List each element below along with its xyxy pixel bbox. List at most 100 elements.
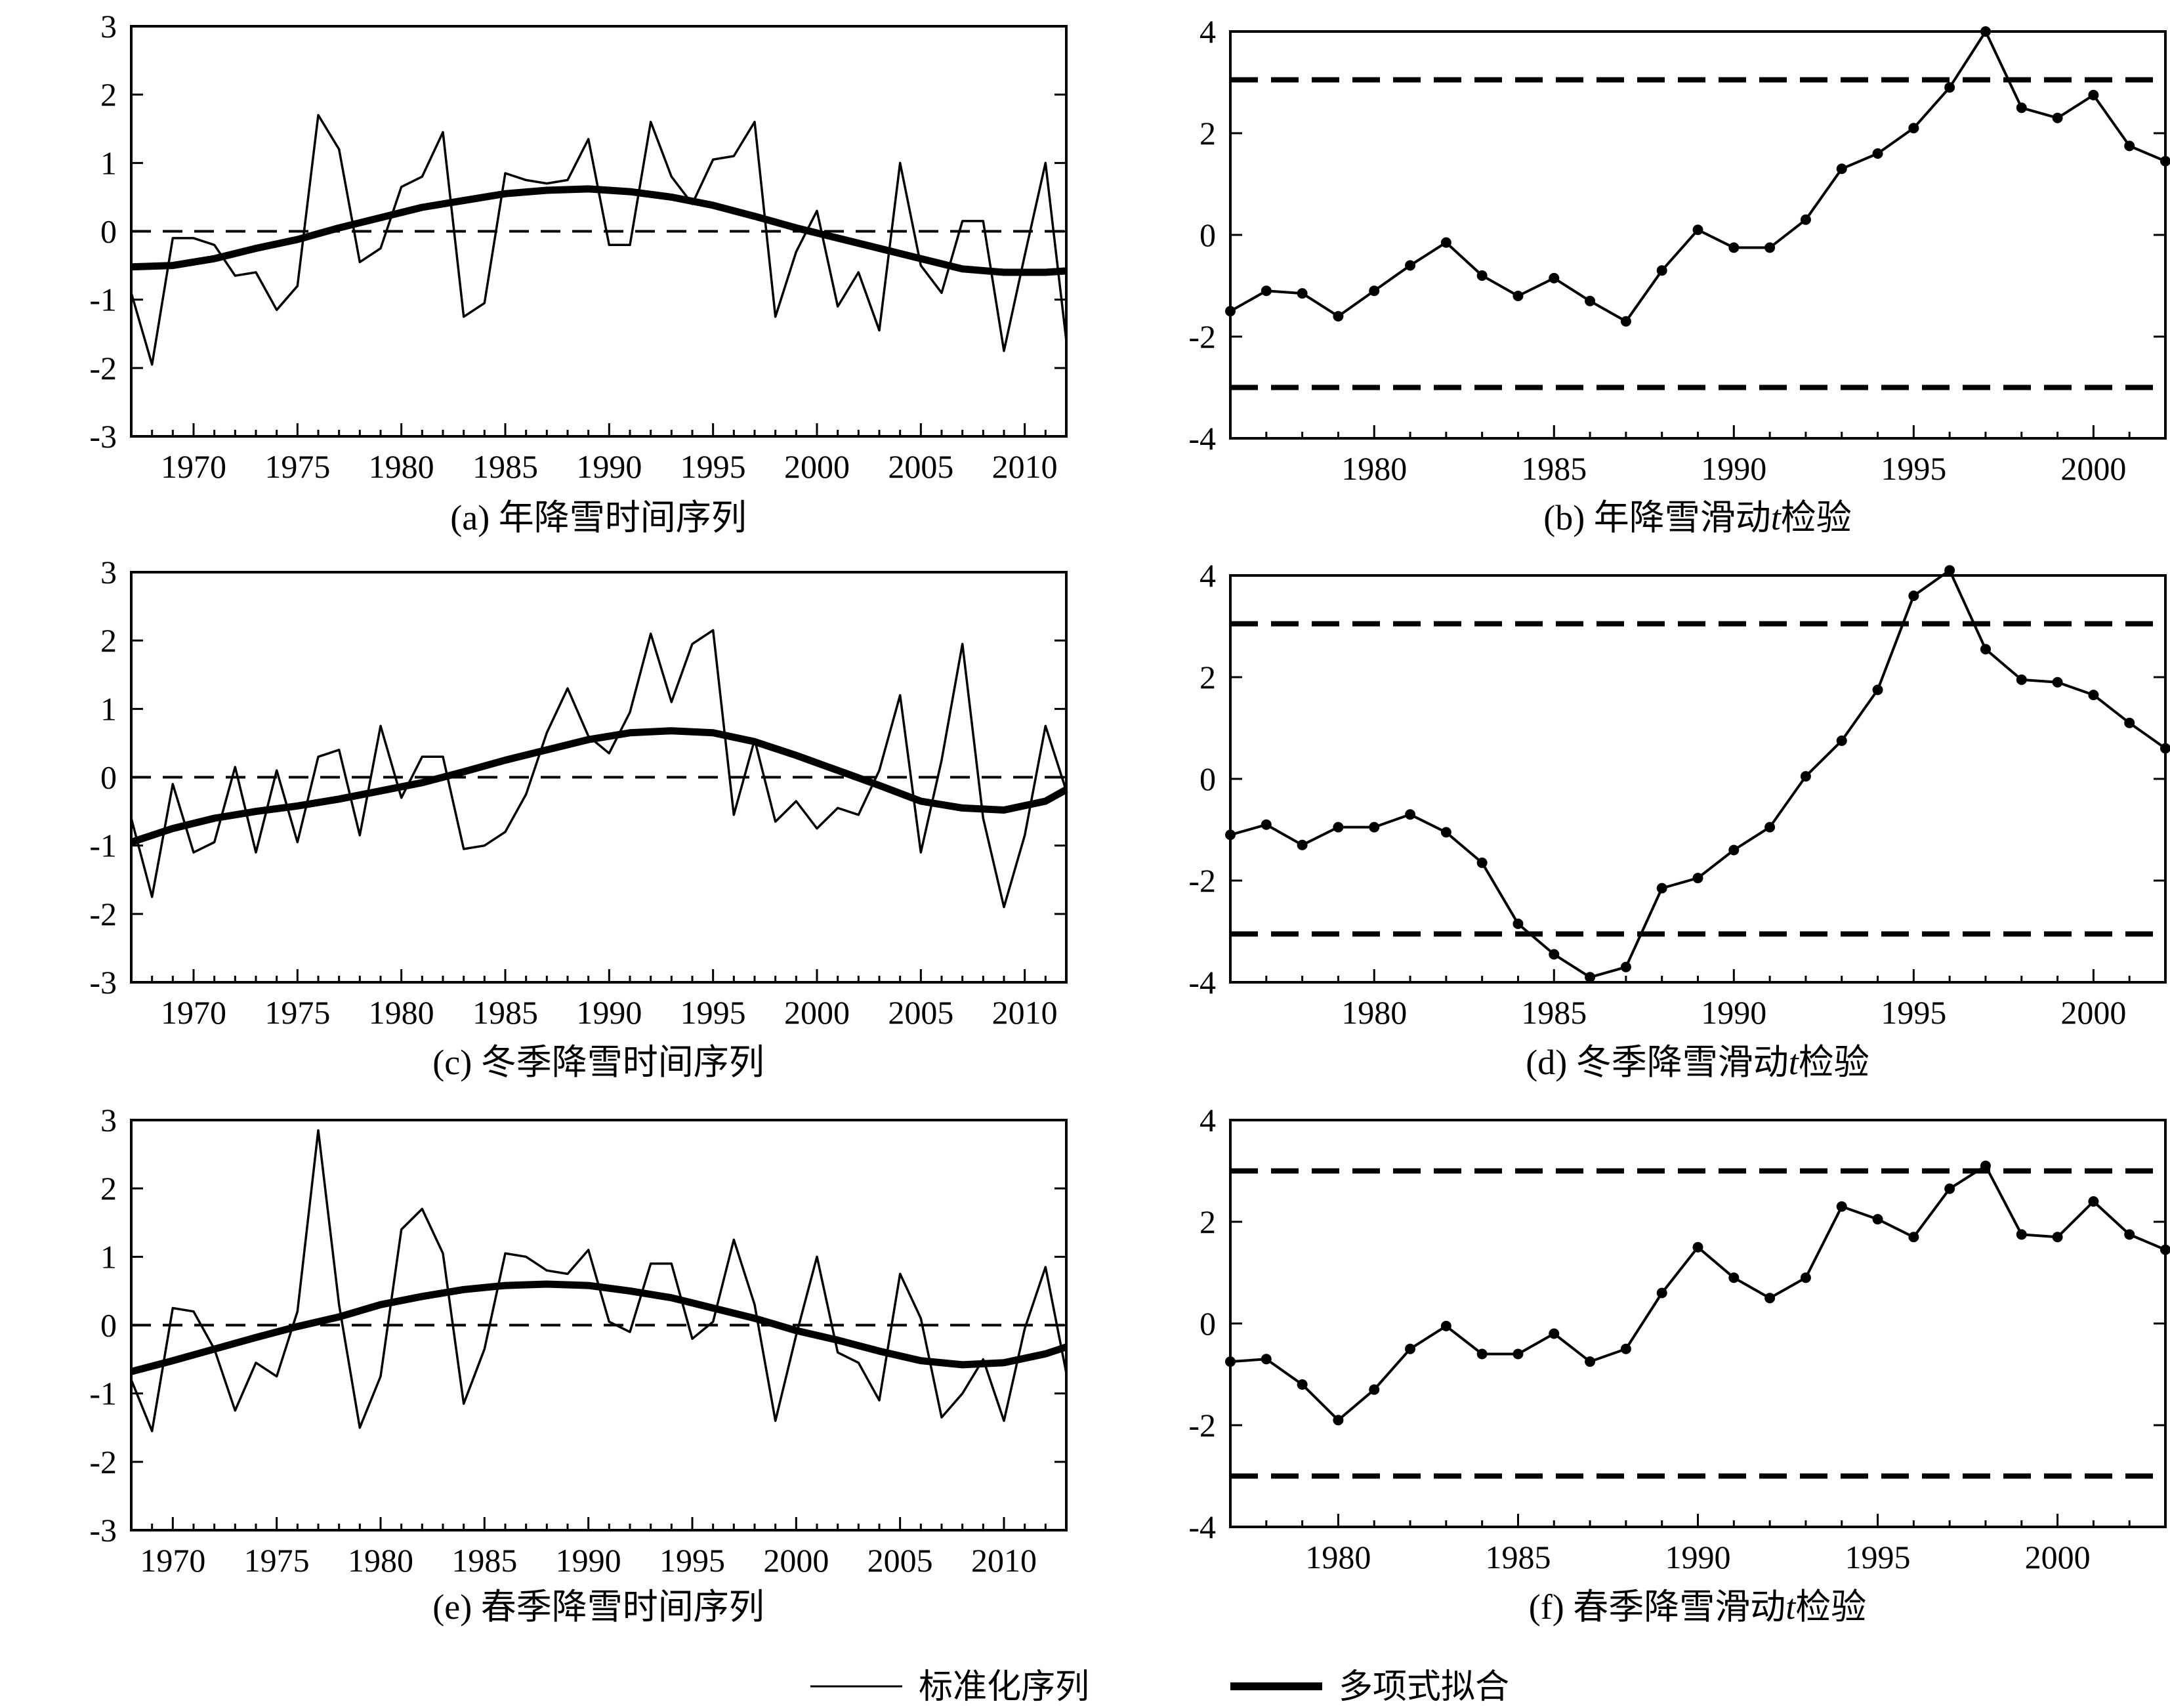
- panel-a: -3 -2 -1 0 1 2 3 1970 1975 1980 1985 1990 1995 2000 20…: [89, 8, 1068, 537]
- data-point: [1405, 260, 1416, 271]
- y-tick-label: 1: [100, 1238, 117, 1275]
- x-tick-label: 1980: [1341, 450, 1407, 487]
- data-point: [1440, 237, 1451, 248]
- data-point: [1369, 822, 1380, 833]
- x-tick-label: 1995: [1881, 994, 1946, 1031]
- data-point: [1440, 1320, 1451, 1331]
- data-point: [1728, 1272, 1740, 1283]
- y-tick-label: -2: [1188, 1407, 1216, 1444]
- x-tick-label: 1990: [556, 1542, 621, 1579]
- y-tick-label: -1: [89, 827, 117, 864]
- data-point: [1297, 288, 1308, 299]
- data-point: [1872, 148, 1883, 159]
- data-point: [1369, 285, 1380, 297]
- data-point: [1549, 949, 1560, 960]
- x-tick-label: 1985: [472, 994, 538, 1031]
- y-tick-label: -2: [89, 1444, 117, 1480]
- y-tick-label: -4: [1188, 964, 1216, 1001]
- x-tick-label: 1990: [1701, 450, 1766, 487]
- data-point: [1800, 1272, 1811, 1283]
- x-tick-label: 2005: [888, 994, 953, 1031]
- data-point: [1908, 123, 1919, 134]
- data-point: [1836, 163, 1847, 175]
- data-point: [1405, 1343, 1416, 1354]
- data-point: [1944, 1183, 1955, 1194]
- data-point: [1692, 1241, 1703, 1253]
- data-point: [1261, 1354, 1272, 1365]
- y-tick-label: -3: [89, 418, 117, 455]
- data-point: [2124, 140, 2135, 152]
- x-tick-label: 2000: [2060, 994, 2126, 1031]
- data-point: [2016, 674, 2027, 685]
- x-tick-label: 1985: [1521, 450, 1587, 487]
- data-point: [2052, 677, 2063, 688]
- y-tick-label: -2: [89, 896, 117, 932]
- x-tick-label: 1970: [161, 994, 226, 1031]
- y-tick-label: 0: [1200, 1305, 1216, 1342]
- x-tick-label: 1990: [576, 994, 642, 1031]
- data-point: [1549, 1328, 1560, 1339]
- panel-f: -4 -2 0 2 4 1980 1985 1990 1995 2000 (f) 春季降雪滑动t检验: [1188, 1102, 2170, 1627]
- data-point: [2052, 1232, 2063, 1243]
- data-point: [1620, 316, 1631, 327]
- y-tick-label: 2: [100, 622, 117, 659]
- data-point: [1333, 311, 1344, 322]
- y-tick-label: -1: [89, 281, 117, 318]
- series-polynomial-line: [130, 1280, 1068, 1375]
- data-point: [1692, 873, 1703, 884]
- data-point: [1333, 1415, 1344, 1426]
- data-point: [1620, 961, 1631, 972]
- data-point: [1728, 844, 1740, 856]
- x-tick-label: 1995: [1845, 1539, 1911, 1575]
- y-tick-label: 0: [1200, 760, 1216, 797]
- data-point: [1944, 82, 1955, 93]
- x-tick-label: 2000: [2025, 1539, 2091, 1575]
- x-tick-label: 1980: [348, 1542, 413, 1579]
- x-tick-label: 1980: [1341, 994, 1407, 1031]
- data-point: [2088, 1196, 2099, 1207]
- x-tick-label: 2000: [784, 994, 850, 1031]
- y-tick-label: 3: [100, 1102, 117, 1138]
- data-point: [2052, 112, 2063, 123]
- series-polynomial-line: [130, 727, 1068, 846]
- legend-item-polynomial: 多项式拟合: [1339, 1669, 1509, 1706]
- y-tick-label: 4: [1200, 1102, 1216, 1138]
- data-point: [1872, 684, 1883, 696]
- x-tick-label: 2000: [784, 448, 850, 485]
- data-point: [2016, 102, 2027, 114]
- data-point: [2088, 89, 2099, 100]
- x-tick-label: 1980: [369, 448, 434, 485]
- data-point: [2124, 717, 2135, 728]
- data-point: [1908, 591, 1919, 601]
- y-tick-label: -4: [1188, 420, 1216, 457]
- legend: 标准化序列 多项式拟合: [810, 1669, 1509, 1706]
- x-tick-label: 1975: [264, 448, 330, 485]
- y-tick-label: -1: [89, 1375, 117, 1412]
- data-point: [1764, 242, 1776, 253]
- panel-caption: (b) 年降雪滑动t检验: [1543, 498, 1851, 537]
- data-point: [1980, 644, 1991, 655]
- panel-c: -3 -2 -1 0 1 2 3 1970 1975 1980 1985 1990 1995 2000 20…: [89, 554, 1068, 1082]
- x-tick-label: 1990: [1665, 1539, 1731, 1575]
- data-point: [1980, 1160, 1991, 1171]
- x-tick-label: 1995: [680, 994, 746, 1031]
- y-tick-label: 0: [1200, 217, 1216, 253]
- data-point: [1476, 1348, 1488, 1360]
- data-point: [1800, 771, 1811, 782]
- data-point: [2016, 1229, 2027, 1240]
- data-point: [1513, 291, 1524, 301]
- x-tick-label: 1985: [1485, 1539, 1551, 1575]
- y-tick-label: -4: [1188, 1509, 1216, 1545]
- panel-e: -3 -2 -1 0 1 2 3 1970 1975 1980 1985 1990 1995 2000 20…: [89, 1102, 1068, 1627]
- y-tick-label: 4: [1200, 557, 1216, 594]
- data-point: [1513, 1348, 1524, 1360]
- x-tick-label: 2005: [888, 448, 953, 485]
- data-point: [1800, 214, 1811, 225]
- x-tick-label: 1990: [1701, 994, 1766, 1031]
- panel-caption: (a) 年降雪时间序列: [450, 498, 746, 537]
- x-tick-label: 1990: [576, 448, 642, 485]
- data-point: [1369, 1384, 1380, 1395]
- data-point: [1656, 1287, 1667, 1299]
- x-tick-label: 2000: [2060, 450, 2126, 487]
- panel-caption: (e) 春季降雪时间序列: [432, 1587, 764, 1627]
